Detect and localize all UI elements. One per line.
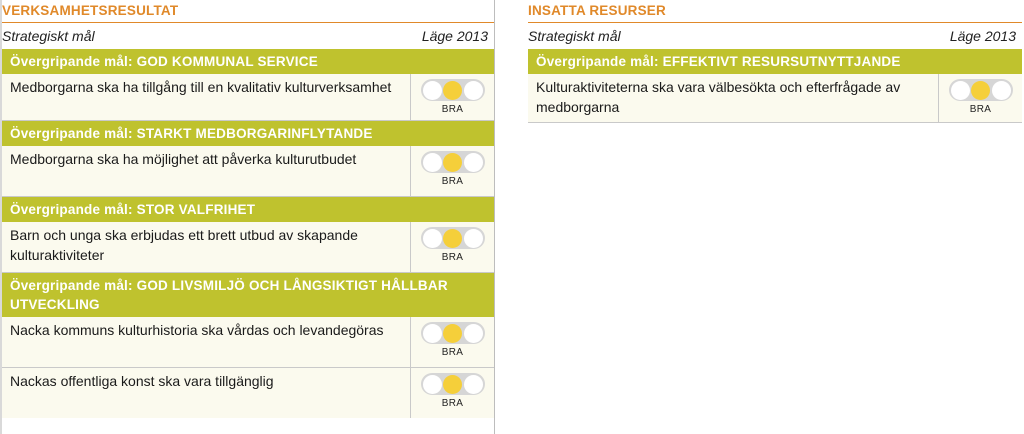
table-row: Nackas offentliga konst ska vara tillgän… [2, 368, 494, 418]
column-header: Strategiskt mål Läge 2013 [528, 23, 1022, 49]
traffic-light-icon [420, 227, 485, 249]
status-label: BRA [441, 347, 464, 358]
row-text: Kulturaktiviteterna ska vara välbesökta … [536, 79, 901, 115]
table-row: Medborgarna ska ha tillgång till en kval… [2, 74, 494, 121]
status-label: BRA [441, 252, 464, 263]
traffic-light-status: BRA [410, 146, 494, 196]
traffic-light-status: BRA [410, 222, 494, 272]
column-status-label: Läge 2013 [949, 28, 1016, 44]
table-row: Nacka kommuns kulturhistoria ska vårdas … [2, 317, 494, 368]
left-edge-divider [0, 0, 2, 434]
insatta-resurser-panel: INSATTA RESURSER Strategiskt mål Läge 20… [528, 0, 1022, 123]
status-label: BRA [441, 176, 464, 187]
section-title: INSATTA RESURSER [528, 0, 1022, 23]
row-text: Nackas offentliga konst ska vara tillgän… [10, 373, 274, 389]
status-label: BRA [441, 104, 464, 115]
traffic-light-icon [420, 151, 485, 173]
table-row: Kulturaktiviteterna ska vara välbesökta … [528, 74, 1022, 123]
goal-band: Övergripande mål: STOR VALFRIHET [2, 197, 494, 222]
row-text: Barn och unga ska erbjudas ett brett utb… [10, 227, 358, 263]
goal-band: Övergripande mål: GOD LIVSMILJÖ OCH LÅNG… [2, 273, 494, 317]
traffic-light-icon [420, 373, 485, 395]
goal-band: Övergripande mål: STARKT MEDBORGARINFLYT… [2, 121, 494, 146]
traffic-light-status: BRA [410, 368, 494, 418]
table-row: Medborgarna ska ha möjlighet att påverka… [2, 146, 494, 197]
column-status-label: Läge 2013 [421, 28, 488, 44]
traffic-light-status: BRA [410, 74, 494, 120]
traffic-light-status: BRA [410, 317, 494, 367]
traffic-light-icon [420, 79, 485, 101]
column-goal-label: Strategiskt mål [2, 28, 95, 44]
traffic-light-icon [948, 79, 1013, 101]
row-text: Medborgarna ska ha tillgång till en kval… [10, 79, 392, 95]
traffic-light-icon [420, 322, 485, 344]
row-text: Nacka kommuns kulturhistoria ska vårdas … [10, 322, 384, 338]
column-goal-label: Strategiskt mål [528, 28, 621, 44]
goal-band: Övergripande mål: EFFEKTIVT RESURSUTNYTT… [528, 49, 1022, 74]
row-text: Medborgarna ska ha möjlighet att påverka… [10, 151, 357, 167]
status-label: BRA [441, 398, 464, 409]
status-label: BRA [969, 104, 992, 115]
section-title: VERKSAMHETSRESULTAT [2, 0, 494, 23]
goal-band: Övergripande mål: GOD KOMMUNAL SERVICE [2, 49, 494, 74]
column-header: Strategiskt mål Läge 2013 [2, 23, 494, 49]
traffic-light-status: BRA [938, 74, 1022, 122]
table-row: Barn och unga ska erbjudas ett brett utb… [2, 222, 494, 273]
verksamhetsresultat-panel: VERKSAMHETSRESULTAT Strategiskt mål Läge… [2, 0, 495, 434]
